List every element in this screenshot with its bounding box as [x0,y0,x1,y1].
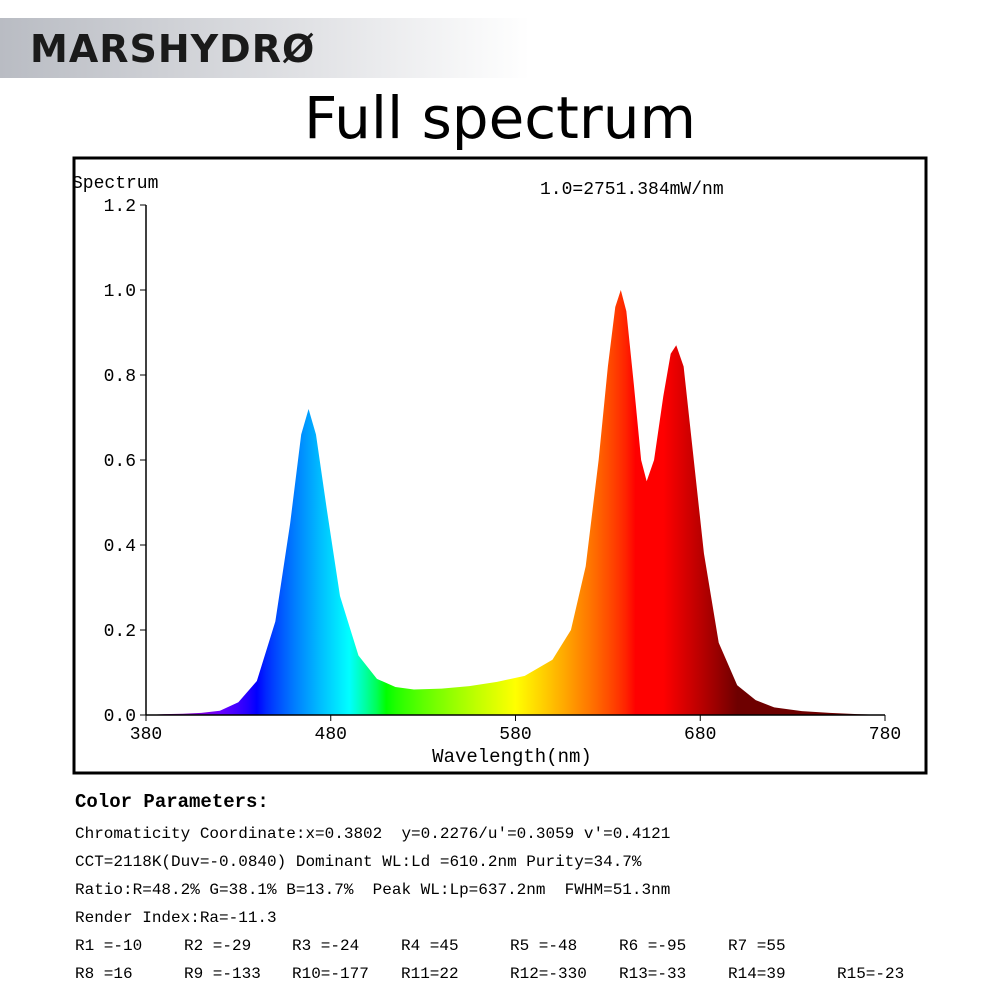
logo: MARSHYDRØ [30,27,315,71]
x-tick-label: 780 [869,725,901,745]
render-index: R13=-33 [619,965,686,983]
render-index: R7 =55 [728,937,786,955]
render-index: R8 =16 [75,965,133,983]
render-index: R2 =-29 [184,937,251,955]
y-tick-label: 0.2 [104,622,136,642]
parameter-line: CCT=2118K(Duv=-0.0840) Dominant WL:Ld =6… [75,853,642,871]
chart-frame [72,156,928,775]
annotation: 1.0=2751.384mW/nm [540,180,724,200]
plot: 0.0 0.2 0.4 0.6 0.8 1.0 1.2 380 480 580 680 780 [104,197,902,745]
x-axis-label: Wavelength(nm) [432,746,592,768]
x-tick-label: 680 [684,725,716,745]
y-tick-label: 0.6 [104,452,136,472]
y-tick-label: 0.0 [104,707,136,727]
title: Full spectrum [304,84,696,152]
y-tick-label: 0.8 [104,367,136,387]
y-tick-label: 0.4 [104,537,136,557]
parameter-line: Ratio:R=48.2% G=38.1% B=13.7% Peak WL:Lp… [75,881,670,899]
y-axis-label: Spectrum [72,174,158,194]
x-tick-label: 580 [499,725,531,745]
render-index: R1 =-10 [75,937,142,955]
render-index: R6 =-95 [619,937,686,955]
render-index: R10=-177 [292,965,369,983]
render-index: R5 =-48 [510,937,577,955]
parameter-line: Render Index:Ra=-11.3 [75,909,277,927]
parameters: Chromaticity Coordinate:x=0.3802 y=0.227… [75,825,904,983]
render-index: R12=-330 [510,965,587,983]
x-tick-label: 480 [315,725,347,745]
spectrum-area [146,290,885,715]
render-index: R9 =-133 [184,965,261,983]
y-tick-label: 1.0 [104,282,136,302]
y-tick-label: 1.2 [104,197,136,217]
render-index: R11=22 [401,965,459,983]
x-tick-label: 380 [130,725,162,745]
parameters-title: Color Parameters: [75,791,269,813]
header-band [0,18,530,78]
render-index: R3 =-24 [292,937,359,955]
render-index: R15=-23 [837,965,904,983]
parameter-line: Chromaticity Coordinate:x=0.3802 y=0.227… [75,825,670,843]
render-index: R14=39 [728,965,786,983]
render-index: R4 =45 [401,937,459,955]
